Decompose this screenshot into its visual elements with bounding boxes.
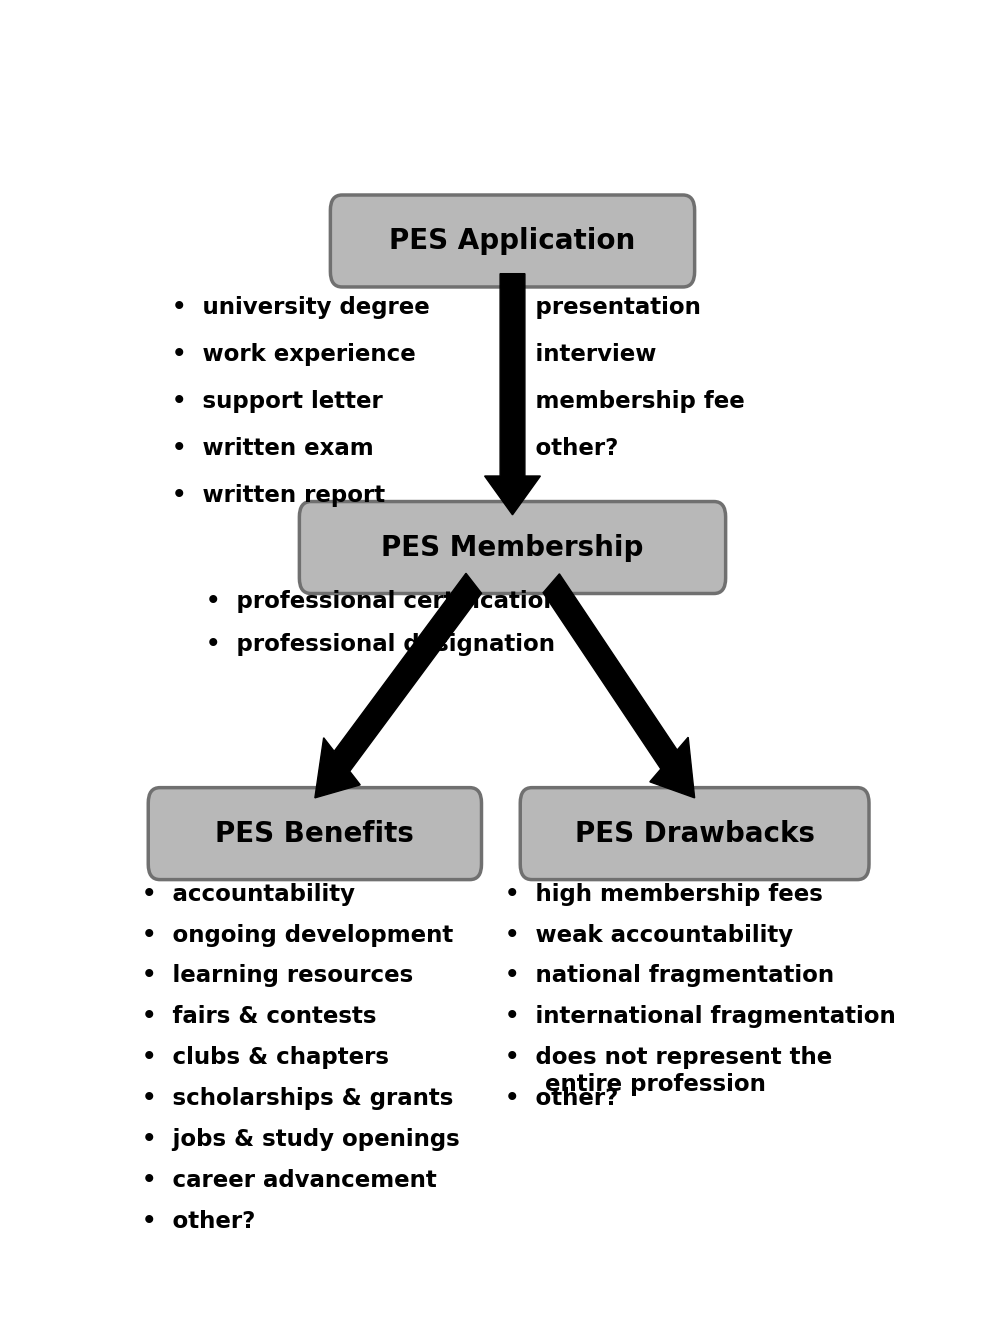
- Text: •  written report: • written report: [172, 484, 385, 507]
- Text: •  weak accountability: • weak accountability: [505, 924, 793, 946]
- FancyBboxPatch shape: [299, 502, 726, 593]
- Text: •  scholarships & grants: • scholarships & grants: [142, 1087, 453, 1109]
- FancyBboxPatch shape: [148, 788, 482, 880]
- Text: •  national fragmentation: • national fragmentation: [505, 965, 834, 987]
- FancyBboxPatch shape: [330, 195, 695, 287]
- Text: •  fairs & contests: • fairs & contests: [142, 1006, 377, 1028]
- Text: •  membership fee: • membership fee: [505, 390, 744, 413]
- Text: •  clubs & chapters: • clubs & chapters: [142, 1046, 389, 1070]
- Text: •  jobs & study openings: • jobs & study openings: [142, 1128, 460, 1151]
- Text: •  professional certification: • professional certification: [206, 591, 560, 613]
- Polygon shape: [543, 573, 695, 798]
- Text: •  other?: • other?: [142, 1210, 255, 1233]
- Text: PES Membership: PES Membership: [381, 533, 644, 561]
- Text: •  support letter: • support letter: [172, 390, 382, 413]
- Text: •  learning resources: • learning resources: [142, 965, 413, 987]
- Polygon shape: [485, 273, 540, 515]
- Text: •  university degree: • university degree: [172, 296, 429, 320]
- Text: •  high membership fees: • high membership fees: [505, 882, 823, 905]
- Text: •  written exam: • written exam: [172, 437, 373, 460]
- Text: PES Drawbacks: PES Drawbacks: [575, 820, 815, 848]
- Text: •  presentation: • presentation: [505, 296, 701, 320]
- Text: •  professional designation: • professional designation: [206, 633, 555, 657]
- Text: PES Application: PES Application: [389, 227, 636, 255]
- Text: •  interview: • interview: [505, 344, 656, 366]
- Text: PES Benefits: PES Benefits: [215, 820, 414, 848]
- Polygon shape: [315, 573, 482, 798]
- Text: •  accountability: • accountability: [142, 882, 355, 905]
- Text: •  international fragmentation: • international fragmentation: [505, 1006, 896, 1028]
- Text: •  ongoing development: • ongoing development: [142, 924, 453, 946]
- Text: •  does not represent the
     entire profession: • does not represent the entire professi…: [505, 1046, 832, 1096]
- Text: •  other?: • other?: [505, 437, 618, 460]
- Text: •  work experience: • work experience: [172, 344, 415, 366]
- FancyBboxPatch shape: [520, 788, 869, 880]
- Text: •  other?: • other?: [505, 1087, 618, 1109]
- Text: •  career advancement: • career advancement: [142, 1169, 437, 1192]
